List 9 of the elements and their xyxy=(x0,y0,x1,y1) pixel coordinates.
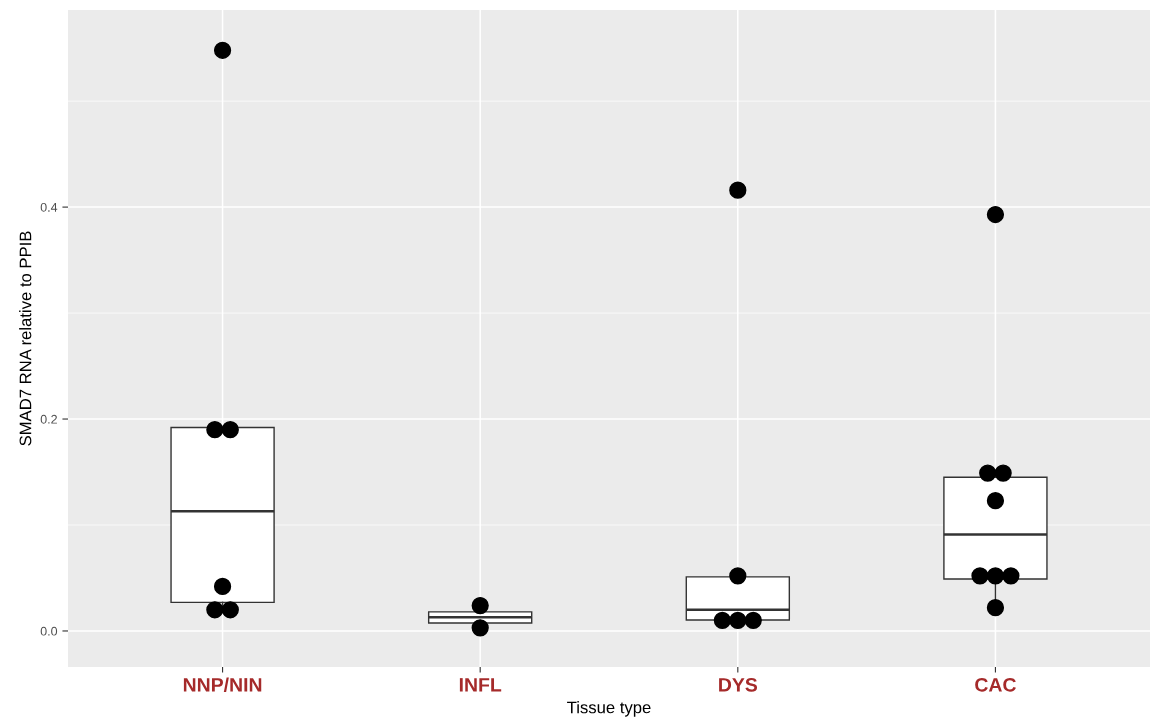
x-tick-label: INFL xyxy=(459,678,502,692)
x-tick-label: DYS xyxy=(719,677,758,692)
y-axis-title: SMAD7 RNA relative to PPIB xyxy=(19,231,32,446)
x-axis-title: Tissue type xyxy=(567,701,651,717)
y-tick-label: 0.2 xyxy=(40,414,57,424)
x-tick-label: NNP/NIN xyxy=(183,677,262,692)
y-tick-label: 0.4 xyxy=(40,202,58,212)
y-tick-label: 0.0 xyxy=(40,626,58,636)
x-tick-label: CAC xyxy=(975,677,1016,692)
